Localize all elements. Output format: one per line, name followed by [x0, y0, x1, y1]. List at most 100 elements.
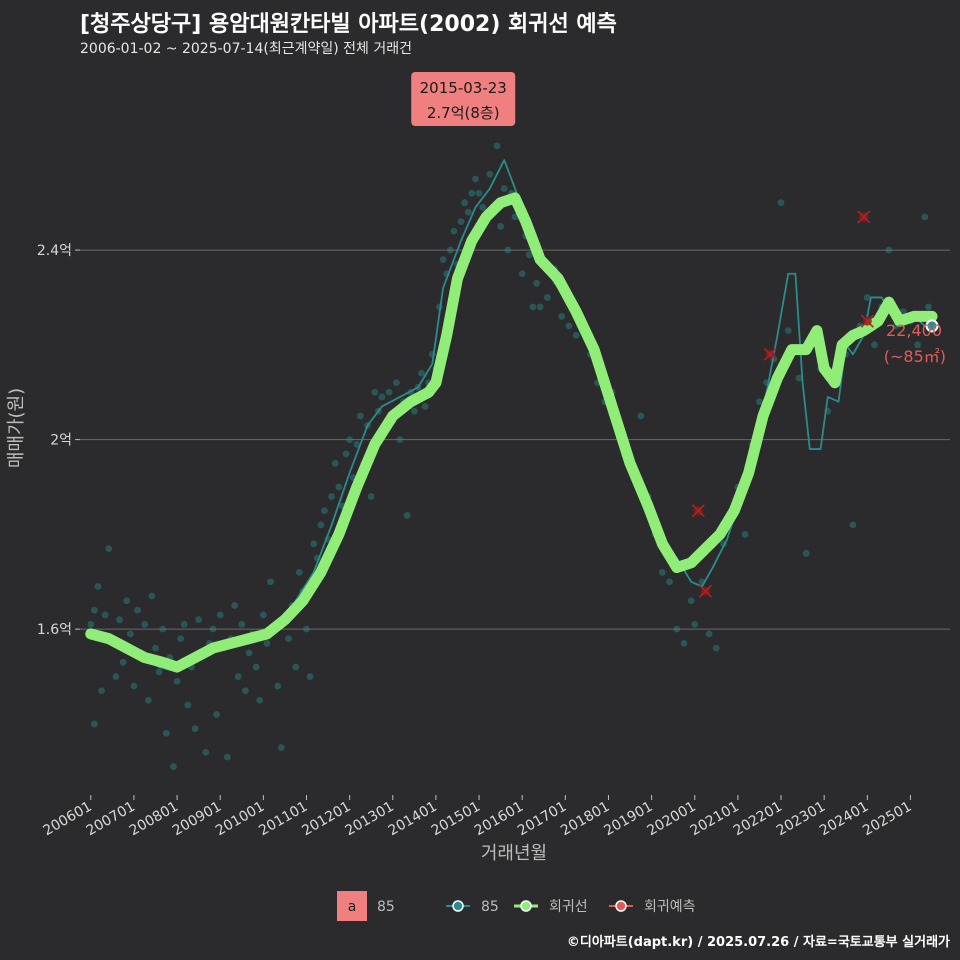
- x-tick-label: 200901: [170, 799, 224, 840]
- scatter-point-85: [529, 303, 537, 311]
- scatter-point-85: [119, 658, 127, 666]
- source-credit: ©디아파트(dapt.kr) / 2025.07.26 / 자료=국토교통부 실…: [566, 935, 950, 950]
- legend-key-forecast: [609, 900, 633, 912]
- scatter-point-85: [116, 616, 123, 624]
- scatter-point-85: [191, 725, 199, 733]
- legend: a 85 85 회귀선 회귀예측: [337, 891, 696, 921]
- y-axis-title: 매매가(원): [6, 388, 27, 468]
- scatter-point-85: [741, 530, 749, 538]
- scatter-point-85: [464, 208, 472, 216]
- scatter-point-85: [396, 436, 404, 444]
- x-tick-label: 201901: [601, 799, 655, 840]
- forecast-x: [698, 584, 713, 598]
- scatter-point-85: [461, 199, 469, 207]
- scatter-point-85: [418, 369, 425, 377]
- scatter-point-85: [202, 748, 210, 756]
- scatter-point-85: [259, 611, 267, 619]
- scatter-point-85: [446, 246, 454, 254]
- scatter-point-85: [511, 213, 519, 221]
- scatter-point-85: [112, 673, 120, 680]
- scatter-point-85: [144, 696, 152, 704]
- scatter-point-85: [216, 611, 224, 619]
- last-trade-point: [925, 319, 939, 333]
- scatter-point-85: [252, 663, 260, 671]
- scatter-point-85: [802, 549, 810, 557]
- scatter-point-85: [572, 331, 580, 339]
- scatter-point-85: [795, 374, 803, 382]
- scatter-point-85: [673, 625, 681, 633]
- scatter-point-85: [705, 630, 713, 638]
- series-forecast-markers: [691, 210, 874, 598]
- scatter-point-85: [403, 512, 411, 519]
- scatter-point-85: [346, 436, 354, 444]
- legend-key-85: [446, 900, 470, 912]
- scatter-point-85: [195, 616, 203, 624]
- scatter-point-85: [565, 322, 573, 330]
- forecast-marker: [763, 347, 777, 361]
- scatter-point-85: [504, 246, 512, 254]
- scatter-point-85: [925, 303, 932, 311]
- scatter-point-85: [98, 687, 105, 695]
- scatter-point-85: [687, 597, 695, 605]
- scatter-point-85: [518, 270, 526, 278]
- series-regression-line: [85, 192, 938, 673]
- x-tick-label: 202101: [688, 799, 742, 840]
- scatter-point-85: [245, 649, 253, 657]
- x-tick-label: 201601: [472, 799, 526, 840]
- scatter-point-85: [274, 682, 282, 690]
- annotations: 2015-03-23 2.7억(8층) 22,400 (~85㎡): [411, 72, 946, 366]
- chart-title: [청주상당구] 용암대원칸타빌 아파트(2002) 회귀선 예측: [80, 12, 617, 37]
- forecast-x: [691, 504, 705, 518]
- scatter-point-85: [410, 407, 418, 415]
- scatter-point-85: [342, 450, 350, 458]
- forecast-marker: [860, 314, 874, 328]
- x-tick-label: 201001: [213, 799, 267, 840]
- chart-subtitle: 2006-01-02 ~ 2025-07-14(최근계약일) 전체 거래건: [80, 41, 412, 57]
- scatter-point-85: [177, 635, 185, 643]
- scatter-point-85: [863, 294, 871, 301]
- scatter-point-85: [392, 379, 400, 387]
- scatter-point-85: [223, 753, 231, 761]
- scatter-point-85: [486, 170, 494, 178]
- scatter-point-85: [439, 256, 447, 263]
- legend-item-forecast: 회귀예측: [644, 899, 696, 915]
- scatter-point-85: [475, 189, 483, 197]
- scatter-point-85: [712, 644, 720, 652]
- scatter-point-85: [558, 313, 566, 320]
- scatter-point-85: [184, 701, 192, 709]
- scatter-point-85: [295, 568, 303, 576]
- x-tick-label: 201401: [386, 799, 440, 840]
- scatter-point-85: [310, 540, 318, 548]
- scatter-point-85: [303, 625, 310, 633]
- scatter-point-85: [658, 568, 666, 576]
- scatter-point-85: [680, 639, 688, 647]
- scatter-point-85: [533, 279, 540, 287]
- scatter-point-85: [335, 483, 343, 491]
- forecast-marker: [698, 584, 713, 598]
- x-tick-label: 201801: [558, 799, 612, 840]
- scatter-point-85: [263, 639, 271, 647]
- last-trade-price: 22,400: [886, 321, 942, 340]
- series-85-line: [90, 159, 933, 673]
- scatter-point-85: [87, 621, 95, 628]
- max-callout-value: 2.7억(8층): [427, 104, 500, 122]
- scatter-point-85: [871, 341, 878, 349]
- scatter-point-85: [159, 625, 167, 633]
- x-tick-label: 200701: [84, 799, 138, 840]
- scatter-point-85: [173, 677, 181, 685]
- scatter-point-85: [493, 142, 501, 150]
- scatter-point-85: [90, 720, 98, 728]
- scatter-point-85: [637, 412, 645, 420]
- x-tick-label: 201201: [299, 799, 353, 840]
- scatter-point-85: [756, 398, 763, 406]
- x-axis-title: 거래년월: [481, 843, 547, 864]
- scatter-point-85: [292, 663, 300, 671]
- scatter-point-85: [152, 644, 159, 652]
- scatter-point-85: [525, 251, 533, 259]
- scatter-point-85: [126, 630, 134, 638]
- scatter-point-85: [784, 327, 792, 335]
- max-callout-box: [411, 72, 516, 126]
- scatter-point-85: [162, 729, 170, 737]
- max-callout-date: 2015-03-23: [420, 79, 507, 97]
- gridlines: [80, 249, 950, 630]
